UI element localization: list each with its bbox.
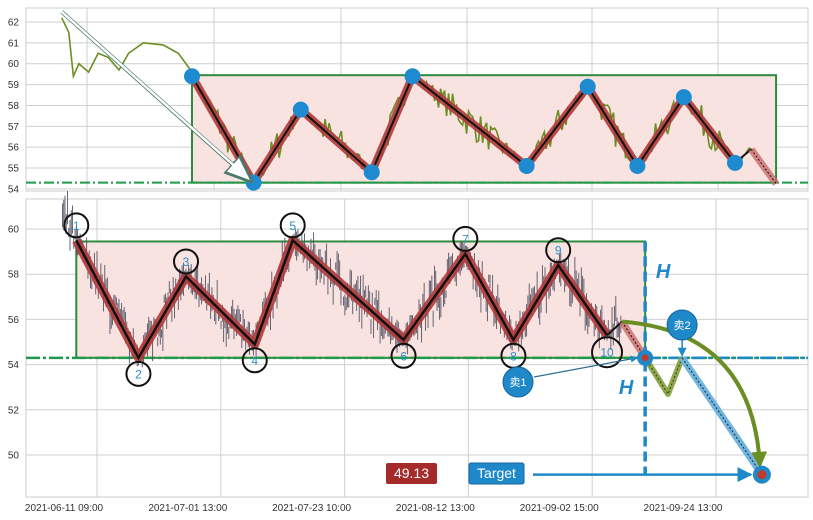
- y-tick-label: 52: [8, 405, 20, 416]
- y-tick-label: 54: [8, 184, 20, 195]
- pivot-dot: [363, 164, 380, 181]
- pattern-zigzag-core: [75, 238, 609, 361]
- pivot-label-circle: [173, 248, 200, 275]
- x-tick-label: 2021-07-23 10:00: [272, 503, 351, 514]
- height-label: H: [656, 261, 671, 283]
- x-tick-label: 2021-09-02 15:00: [520, 503, 599, 514]
- pivot-label-circle: [279, 212, 306, 239]
- pattern-zigzag-core: [191, 74, 736, 185]
- pivot-dot: [629, 157, 646, 174]
- y-tick-label: 55: [8, 164, 20, 175]
- pivot-dot: [727, 154, 743, 171]
- y-tick-label: 58: [8, 101, 20, 112]
- pivot-label-circle: [545, 237, 572, 264]
- target-badge-label: Target: [477, 465, 516, 481]
- pivot-label-circle: [452, 225, 479, 252]
- y-tick-label: 58: [8, 270, 20, 281]
- target-badge: [468, 462, 525, 485]
- pivot-label: 3: [183, 255, 190, 269]
- top-panel: 54 55 56 57 58 59 60 61 62: [8, 7, 809, 195]
- target-dot-center: [757, 470, 767, 480]
- sell1-marker: [502, 366, 534, 398]
- projection-segment-core: [750, 148, 777, 184]
- y-tick-label: 57: [8, 122, 20, 133]
- pivot-dot: [404, 68, 421, 85]
- x-tick-label: 2021-08-12 13:00: [396, 503, 475, 514]
- y-tick-label: 54: [8, 360, 20, 371]
- pivot-label: 5: [289, 219, 296, 233]
- pivot-label: 8: [510, 349, 517, 363]
- pivot-label-circle: [63, 212, 90, 239]
- pivot-label-circle: [125, 360, 152, 387]
- y-tick-label: 61: [8, 38, 20, 49]
- breakout-dot-center: [641, 354, 649, 362]
- y-tick-label: 56: [8, 315, 20, 326]
- pivot-label-circle: [241, 347, 268, 374]
- sell2-marker: [666, 309, 698, 341]
- y-tick-label: 62: [8, 17, 20, 28]
- sell2-label: 卖2: [674, 319, 691, 332]
- sell1-pointer: [533, 355, 638, 378]
- pivot-label-circle: [390, 342, 417, 369]
- target-value: 49.13: [394, 465, 429, 481]
- projection-arrow: [621, 319, 768, 468]
- y-tick-label: 59: [8, 80, 20, 91]
- pivot-dot: [184, 68, 200, 85]
- y-tick-label: 60: [8, 59, 20, 70]
- y-tick-label: 60: [8, 225, 20, 236]
- pivot-label: 4: [251, 354, 258, 368]
- target-value-badge: [386, 463, 437, 484]
- pivot-label: 6: [400, 349, 407, 363]
- pullback-path-core: [644, 357, 683, 396]
- trend-arrow: [60, 10, 249, 179]
- target-path-core: [681, 357, 763, 475]
- projection-segment-core: [621, 321, 646, 359]
- x-tick-label: 2021-07-01 13:00: [148, 503, 227, 514]
- pivot-label: 10: [600, 346, 614, 360]
- pivot-dot: [675, 89, 692, 106]
- x-tick-label: 2021-09-24 13:00: [644, 503, 723, 514]
- pivot-label: 7: [462, 232, 469, 246]
- pivot-dot: [579, 78, 596, 95]
- sell1-label: 卖1: [509, 376, 526, 389]
- pivot-label: 2: [135, 367, 142, 381]
- y-tick-label: 50: [8, 450, 20, 461]
- pivot-dot: [292, 101, 309, 118]
- pivot-label: 9: [555, 244, 562, 258]
- pivot-label: 1: [73, 219, 80, 233]
- pivot-label-circle: [591, 336, 624, 369]
- y-tick-label: 56: [8, 143, 20, 154]
- pivot-dot: [518, 157, 535, 174]
- height-label: H: [619, 377, 634, 399]
- x-tick-label: 2021-06-11 09:00: [25, 503, 104, 514]
